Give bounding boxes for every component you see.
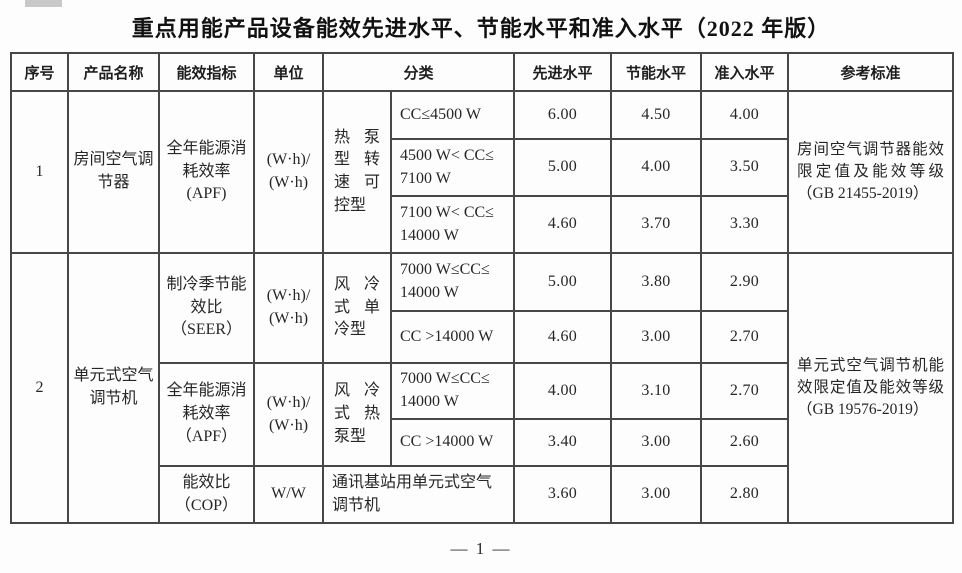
table-row: CC >14000 W 4.60 3.00 2.70 [11,310,953,364]
cell-range-2d: CC >14000 W [389,418,516,467]
cell-reference-2: 单元式空气调节机能效限定值及能效等级（GB 19576-2019） [787,252,955,524]
table-row: 4500 W< CC≤ 7100 W 5.00 4.00 3.50 [11,138,953,197]
cell-range-2b: CC >14000 W [389,310,516,364]
cell-seq-1: 1 [10,90,69,254]
cell-type-1: 热泵型转速可控型 [322,90,392,254]
cell-product-1: 房间空气调节器 [67,90,160,254]
cell-entry-1a: 4.00 [700,90,790,140]
cell-unit-2-seer: (W·h)/ (W·h) [253,252,324,364]
cell-entry-2d: 2.60 [700,418,790,467]
header-indicator: 能效指标 [158,52,255,92]
cell-reference-1: 房间空气调节器能效限定值及能效等级（GB 21455-2019） [787,90,955,254]
table-row: 2 单元式空气调节机 制冷季节能效比（SEER） (W·h)/ (W·h) 风冷… [10,252,955,524]
cell-advanced-1a: 6.00 [513,90,613,140]
cell-unit-2-apf: (W·h)/ (W·h) [253,362,324,467]
scan-artifact [25,0,62,7]
cell-advanced-2e: 3.60 [513,465,613,524]
cell-saving-1c: 3.70 [610,195,703,254]
cell-range-2c: 7000 W≤CC≤ 14000 W [389,362,516,420]
cell-saving-1b: 4.00 [610,138,703,197]
cell-advanced-2a: 5.00 [513,252,613,312]
cell-seq-2: 2 [10,252,69,524]
table-row: 1 房间空气调节器 全年能源消耗效率(APF) (W·h)/ (W·h) 热泵型… [10,90,955,254]
page-number: — 1 — [450,539,512,558]
cell-indicator-1: 全年能源消耗效率(APF) [158,90,255,254]
header-reference: 参考标准 [787,52,955,92]
cell-entry-2e: 2.80 [700,465,790,524]
cell-advanced-1b: 5.00 [513,138,613,197]
cell-unit-1: (W·h)/ (W·h) [253,90,324,254]
table-row: 全年能源消耗效率（APF） (W·h)/ (W·h) 风冷式热泵型 7000 W… [11,362,953,467]
cell-type-2-seer: 风冷式单冷型 [322,252,392,364]
cell-indicator-2-apf: 全年能源消耗效率（APF） [158,362,255,467]
table-row: 7100 W< CC≤ 14000 W 4.60 3.70 3.30 [11,195,953,254]
cell-entry-2c: 2.70 [700,362,790,420]
cell-saving-2e: 3.00 [610,465,703,524]
cell-saving-2d: 3.00 [610,418,703,467]
cell-advanced-2d: 3.40 [513,418,613,467]
cell-type-2-apf: 风冷式热泵型 [322,362,392,467]
cell-category-2-cop: 通讯基站用单元式空气调节机 [321,465,516,524]
header-row: 序号 产品名称 能效指标 单位 分类 先进水平 节能水平 准入水平 参考标准 [10,52,955,92]
cell-range-2a: 7000 W≤CC≤ 14000 W [389,252,516,312]
cell-entry-2a: 2.90 [700,252,790,312]
cell-indicator-2-seer: 制冷季节能效比（SEER） [158,252,255,364]
energy-efficiency-table: 序号 产品名称 能效指标 单位 分类 先进水平 节能水平 准入水平 参考标准 1… [10,52,955,524]
cell-saving-2c: 3.10 [610,362,703,420]
cell-product-2: 单元式空气调节机 [67,252,160,524]
page-title: 重点用能产品设备能效先进水平、节能水平和准入水平（2022 年版） [131,16,831,41]
cell-range-1a: CC≤4500 W [389,90,516,140]
table-row: 能效比（COP） W/W 通讯基站用单元式空气调节机 3.60 3.00 2.8… [11,465,953,524]
header-entry: 准入水平 [700,52,790,92]
cell-range-1b: 4500 W< CC≤ 7100 W [389,138,516,197]
cell-range-1c: 7100 W< CC≤ 14000 W [389,195,516,254]
cell-entry-2b: 2.70 [700,310,790,364]
header-category: 分类 [321,52,516,92]
cell-advanced-1c: 4.60 [513,195,613,254]
table-row: CC >14000 W 3.40 3.00 2.60 [11,418,953,467]
cell-indicator-2-cop: 能效比（COP） [158,465,255,524]
cell-entry-1c: 3.30 [700,195,790,254]
cell-advanced-2b: 4.60 [513,310,613,364]
header-advanced: 先进水平 [513,52,613,92]
cell-saving-2b: 3.00 [610,310,703,364]
header-seq: 序号 [10,52,69,92]
cell-unit-2-cop: W/W [253,465,324,524]
header-product: 产品名称 [67,52,160,92]
cell-entry-1b: 3.50 [700,138,790,197]
header-unit: 单位 [253,52,324,92]
cell-saving-1a: 4.50 [610,90,703,140]
header-saving: 节能水平 [610,52,703,92]
cell-advanced-2c: 4.00 [513,362,613,420]
cell-saving-2a: 3.80 [610,252,703,312]
